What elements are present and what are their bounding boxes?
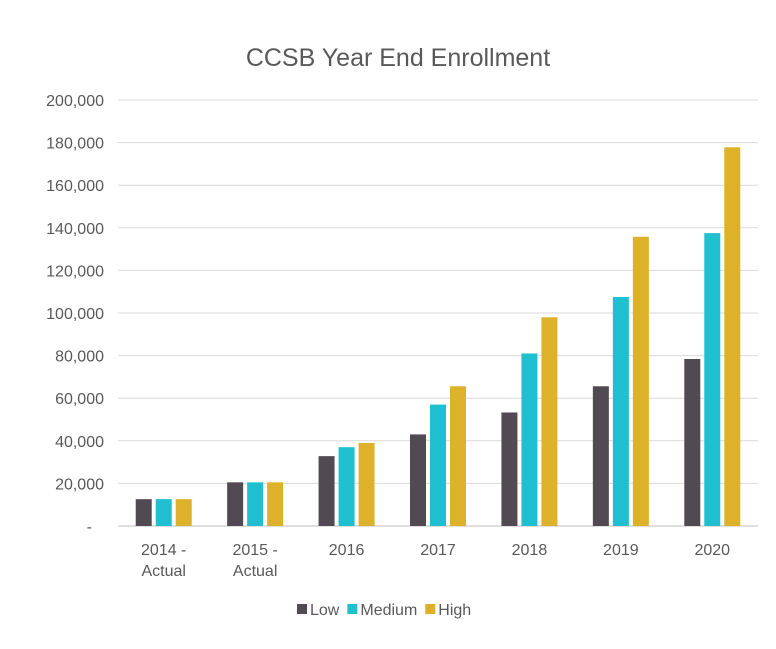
y-tick-label: 160,000: [46, 178, 104, 195]
legend-label-low: Low: [310, 602, 340, 619]
y-tick-label: 200,000: [46, 93, 104, 110]
bar-high: [358, 442, 375, 526]
x-tick-label: 2016: [329, 542, 365, 559]
y-tick-label: 60,000: [55, 391, 104, 408]
legend-swatch-medium: [347, 604, 358, 614]
y-tick-label: 120,000: [46, 263, 104, 280]
bar-medium: [430, 404, 446, 526]
y-tick-label: 100,000: [46, 306, 104, 323]
x-tick-label: 2014 -: [141, 542, 186, 559]
x-tick-label: 2020: [694, 542, 730, 559]
bar-high: [724, 147, 741, 526]
y-tick-label: 180,000: [46, 136, 104, 153]
bar-high: [175, 499, 192, 526]
legend-swatch-low: [297, 604, 307, 614]
bar-medium: [612, 297, 629, 526]
bar-low: [684, 359, 701, 526]
bar-low: [501, 412, 518, 526]
x-tick-label: 2015 -: [232, 542, 277, 559]
legend-swatch-high: [425, 604, 436, 614]
bar-medium: [155, 499, 172, 526]
bar-high: [450, 386, 466, 526]
bar-high: [541, 317, 558, 526]
bar-high: [267, 482, 284, 526]
y-tick-label: 140,000: [46, 221, 104, 238]
x-tick-label: 2018: [512, 542, 548, 559]
bar-medium: [247, 482, 264, 526]
bar-low: [135, 499, 152, 526]
bar-low: [318, 456, 335, 526]
x-tick-label: Actual: [141, 563, 185, 580]
y-tick-label: 20,000: [55, 476, 104, 493]
x-tick-label: 2017: [420, 542, 456, 559]
y-tick-label: 80,000: [55, 349, 104, 366]
chart-title: CCSB Year End Enrollment: [246, 44, 550, 72]
bar-medium: [704, 233, 721, 526]
bar-low: [410, 434, 426, 526]
bar-medium: [338, 447, 355, 526]
y-tick-label: -: [87, 519, 92, 536]
x-tick-label: Actual: [233, 563, 277, 580]
x-tick-label: 2019: [603, 542, 639, 559]
bar-low: [592, 386, 609, 526]
bar-high: [632, 236, 649, 526]
legend-label-medium: Medium: [360, 602, 417, 619]
bar-low: [227, 482, 244, 526]
y-tick-label: 40,000: [55, 434, 104, 451]
bar-medium: [521, 353, 538, 526]
legend-label-high: High: [438, 602, 471, 619]
